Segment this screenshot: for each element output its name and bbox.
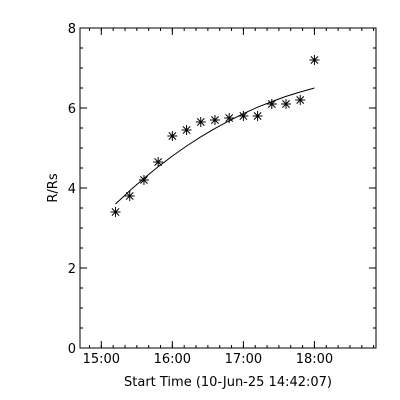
y-axis-label: R/Rs (46, 173, 61, 202)
x-axis: 15:00 16:00 17:00 18:00 (83, 28, 375, 367)
data-point (238, 111, 249, 121)
x-tick-label: 15:00 (83, 352, 120, 367)
data-point (295, 95, 306, 105)
x-axis-label: Start Time (10-Jun-25 14:42:07) (124, 375, 332, 390)
y-tick-label: 8 (68, 22, 76, 37)
y-axis: 0 2 4 6 8 (68, 22, 376, 357)
x-tick-label: 18:00 (296, 352, 333, 367)
x-tick-label: 16:00 (154, 352, 191, 367)
data-point (124, 191, 135, 201)
data-point (224, 113, 235, 123)
x-tick-label: 17:00 (225, 352, 262, 367)
data-point (266, 99, 277, 109)
y-tick-label: 0 (68, 342, 76, 357)
y-tick-label: 2 (68, 262, 76, 277)
data-point (195, 117, 206, 127)
data-point (110, 207, 121, 217)
data-point (181, 125, 192, 135)
data-point (209, 115, 220, 125)
data-point (138, 175, 149, 185)
data-point (167, 131, 178, 141)
y-tick-label: 4 (68, 182, 76, 197)
plot-frame (79, 27, 377, 349)
y-tick-label: 6 (68, 102, 76, 117)
data-point (153, 157, 164, 167)
data-points (110, 55, 320, 217)
fit-curve (115, 87, 315, 205)
data-point (281, 99, 292, 109)
data-point (309, 55, 320, 65)
data-point (252, 111, 263, 121)
